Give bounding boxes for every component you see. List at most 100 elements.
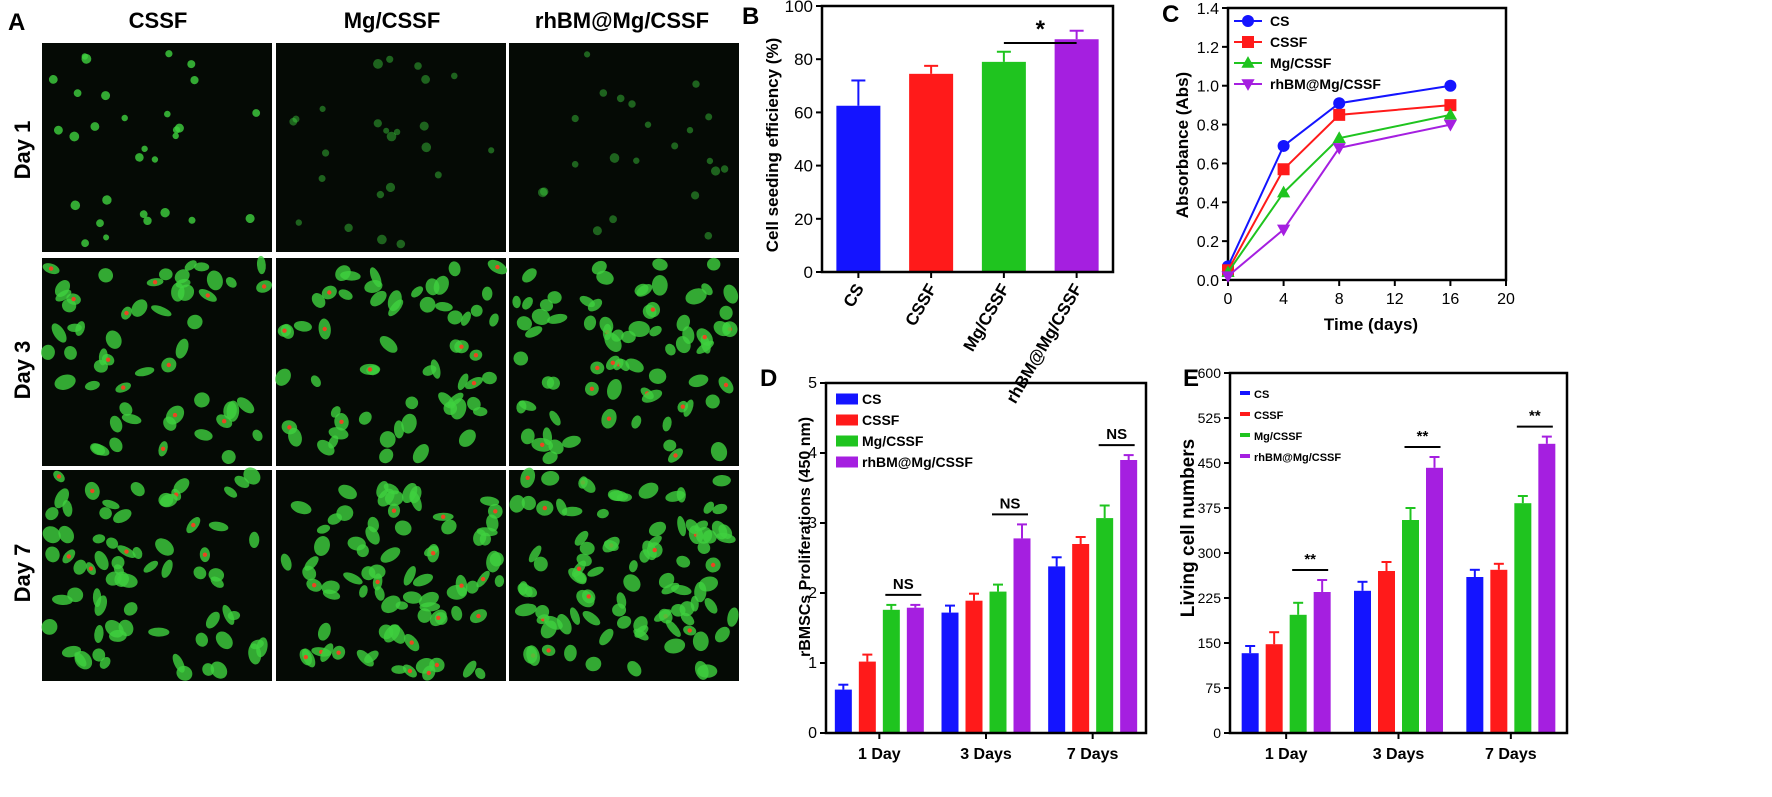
cell — [611, 329, 624, 342]
y-tick-label-100: 100 — [785, 0, 813, 16]
dead-cell — [495, 264, 500, 270]
cell — [447, 310, 463, 325]
cell — [215, 631, 233, 650]
cell — [638, 482, 659, 499]
x-tick-label-1-day: 1 Day — [858, 746, 901, 763]
cell — [462, 660, 477, 678]
x-tick-label-3-days: 3 Days — [1373, 746, 1425, 763]
legend-swatch-rhbm-mg-cssf — [836, 456, 858, 468]
cell — [225, 277, 237, 288]
cell — [633, 616, 648, 633]
cell — [461, 311, 471, 326]
cell — [380, 547, 401, 563]
panel-d-ylabel: rBMSCs Proliferations (450 nm) — [797, 417, 814, 657]
cell — [374, 586, 385, 601]
cell — [227, 610, 241, 621]
cell — [451, 72, 458, 80]
dead-cell — [90, 488, 95, 494]
cell — [143, 216, 152, 226]
micrograph-background — [509, 43, 739, 252]
cell — [81, 239, 89, 248]
cell — [682, 326, 695, 344]
series-line-cssf — [1227, 104, 1451, 271]
cell — [384, 490, 404, 507]
cell — [174, 269, 190, 284]
cell — [539, 299, 554, 312]
cell — [686, 126, 694, 134]
cell — [113, 509, 132, 524]
cell — [48, 75, 58, 84]
dead-cell — [367, 367, 373, 372]
cell — [537, 187, 548, 198]
cell — [694, 581, 707, 603]
cell — [45, 507, 59, 521]
cell — [480, 496, 500, 506]
y-tick-label-0: 0 — [808, 725, 817, 742]
cell — [562, 435, 581, 448]
cell — [109, 437, 123, 453]
dead-cell — [407, 668, 413, 674]
micrograph-day-3-cssf — [41, 255, 273, 466]
cell — [208, 568, 225, 582]
cell — [319, 105, 326, 112]
bar-rhbm-mg-cssf-7-days — [1538, 443, 1556, 733]
cell — [377, 234, 387, 245]
cell — [688, 374, 709, 388]
panel-e-living-cells-chart: E Living cell numbers 1 Day 3 Days 7 Days 0… — [1178, 365, 1569, 763]
cell — [73, 559, 87, 575]
legend-label-mg-cssf: Mg/CSSF — [1254, 431, 1303, 443]
dead-cell — [312, 583, 317, 588]
cell — [473, 529, 487, 546]
cell — [587, 566, 604, 577]
cell — [683, 399, 694, 417]
cell — [321, 580, 340, 595]
data-point-rhbm-mg-cssf — [1221, 271, 1235, 284]
cell — [356, 544, 369, 558]
y-tick-label-0-2: 0.2 — [1197, 234, 1219, 251]
cell — [569, 607, 581, 625]
cell — [470, 304, 483, 317]
cell — [494, 575, 505, 588]
cell — [723, 284, 739, 304]
legend-label-mg-cssf: Mg/CSSF — [862, 433, 924, 449]
cell — [707, 257, 721, 271]
cell — [172, 132, 179, 140]
cell — [722, 322, 732, 335]
cell — [54, 280, 71, 297]
cell — [704, 232, 713, 240]
y-tick-label-40: 40 — [794, 157, 813, 176]
dead-cell — [222, 419, 227, 424]
micrograph-day-3-mg-cssf — [275, 258, 508, 466]
cell — [373, 59, 383, 69]
data-point-rhbm-mg-cssf — [1332, 143, 1346, 155]
cell — [628, 100, 636, 108]
cell — [401, 413, 417, 434]
cell — [386, 131, 397, 142]
dead-cell — [610, 360, 615, 365]
cell — [596, 270, 614, 285]
y-tick-label-75: 75 — [1205, 680, 1221, 696]
y-tick-label-225: 225 — [1198, 590, 1222, 606]
legend-label-cs: CS — [1270, 13, 1289, 29]
cell — [176, 665, 193, 681]
cell — [96, 219, 104, 228]
cell — [70, 200, 81, 211]
cell — [679, 601, 695, 617]
cell — [525, 326, 543, 338]
cell — [644, 121, 652, 128]
cell — [411, 286, 424, 298]
cell — [711, 520, 728, 540]
cell — [677, 515, 686, 537]
cell — [556, 498, 568, 516]
y-tick-label-4: 4 — [808, 445, 817, 462]
cell — [134, 367, 155, 377]
bar-cssf-7-days — [1490, 569, 1508, 733]
cell — [514, 603, 537, 617]
panel-c-absorbance-chart: C Absorbance (Abs) Time (days) 0 4 8 12 16 20… — [1162, 1, 1515, 334]
x-tick-label-1-day: 1 Day — [1265, 746, 1308, 763]
cell — [376, 481, 389, 499]
dead-cell — [191, 522, 196, 528]
row-header-day-1: Day 1 — [10, 121, 35, 180]
bar-cs-7-days — [1466, 577, 1484, 733]
